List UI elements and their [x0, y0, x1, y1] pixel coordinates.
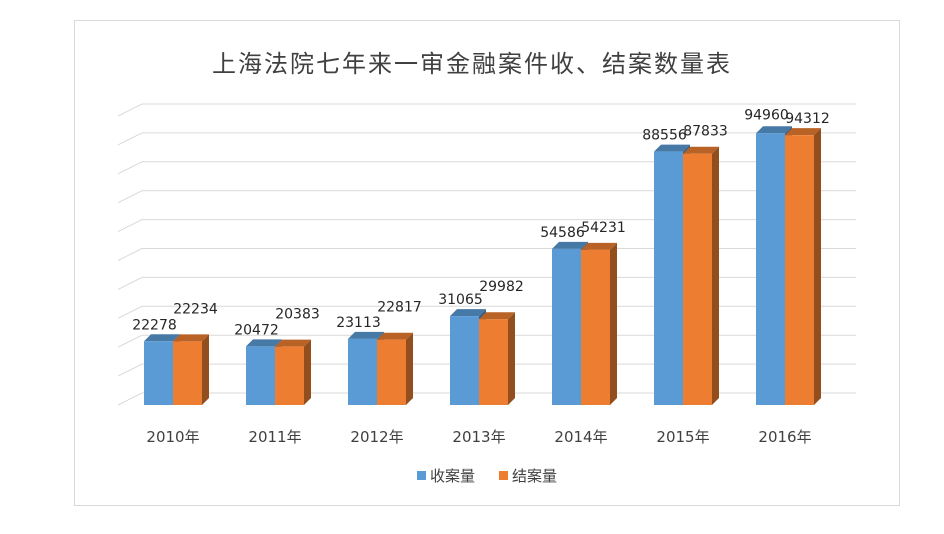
- bars: [144, 126, 821, 406]
- bar: [144, 341, 173, 405]
- bar-top: [173, 334, 209, 342]
- bar-side: [610, 242, 617, 405]
- data-label: 20472: [234, 322, 279, 338]
- gridline-depth: [117, 363, 143, 377]
- bar-top: [246, 339, 282, 347]
- bar-top: [683, 146, 719, 154]
- data-label: 20383: [275, 307, 320, 323]
- legend-swatch: [417, 471, 426, 480]
- gridline-depth: [117, 219, 143, 233]
- legend-label: 收案量: [430, 467, 475, 485]
- bar: [377, 339, 406, 405]
- category-label: 2016年: [758, 428, 811, 446]
- legend: 收案量 结案量: [417, 467, 557, 485]
- bar: [552, 248, 581, 405]
- bar: [683, 153, 712, 405]
- gridline-depth: [117, 276, 143, 290]
- gridline-depth: [117, 190, 143, 204]
- bar: [479, 319, 508, 405]
- gridline-depth: [117, 334, 143, 348]
- data-label: 88556: [642, 128, 687, 144]
- bar-side: [406, 332, 413, 405]
- bar: [654, 151, 683, 405]
- bar-top: [581, 242, 617, 250]
- bar: [348, 338, 377, 405]
- chart-title: 上海法院七年来一审金融案件收、结案数量表: [212, 50, 732, 78]
- category-label: 2012年: [350, 428, 403, 446]
- bar-side: [712, 146, 719, 406]
- category-label: 2014年: [554, 428, 607, 446]
- data-label: 22234: [173, 301, 218, 317]
- category-label: 2015年: [656, 428, 709, 446]
- bar-top: [275, 339, 311, 347]
- bar: [173, 341, 202, 405]
- bar-top: [377, 332, 413, 340]
- data-label: 54586: [540, 225, 585, 241]
- bar-side: [814, 128, 821, 405]
- bar: [246, 346, 275, 405]
- gridline-depth: [117, 305, 143, 319]
- bar-side: [304, 339, 311, 405]
- category-label: 2010年: [146, 428, 199, 446]
- data-label: 22817: [377, 300, 422, 316]
- bar-top: [450, 309, 486, 317]
- gridline-depth: [117, 132, 143, 146]
- bar: [581, 249, 610, 405]
- data-label: 23113: [336, 315, 381, 331]
- bar-top: [785, 128, 821, 136]
- data-label: 31065: [438, 292, 483, 308]
- data-label: 94312: [785, 111, 830, 127]
- category-label: 2011年: [248, 428, 301, 446]
- bar: [756, 133, 785, 405]
- gridline-depth: [117, 248, 143, 261]
- category-labels: 2010年 2011年 2012年 2013年 2014年 2015年 2016年: [146, 428, 811, 446]
- bar-side: [202, 334, 209, 405]
- gridline-depth: [117, 392, 143, 406]
- category-label: 2013年: [452, 428, 505, 446]
- data-label: 22278: [132, 317, 177, 333]
- data-label: 29982: [479, 279, 524, 295]
- bar-top: [144, 334, 180, 342]
- gridline-depth: [117, 103, 143, 117]
- bar: [785, 135, 814, 405]
- bar-top: [756, 126, 792, 134]
- data-label: 54231: [581, 220, 626, 236]
- gridline-depth: [117, 161, 143, 175]
- data-label: 94960: [744, 107, 789, 123]
- gridlines: [117, 103, 856, 406]
- data-label: 87833: [683, 124, 728, 140]
- bar-top: [348, 331, 384, 339]
- bar-top: [654, 144, 690, 152]
- legend-label: 结案量: [512, 467, 557, 485]
- bar-top: [479, 312, 515, 320]
- bar-top: [552, 241, 588, 249]
- bar-side: [508, 312, 515, 405]
- legend-swatch: [499, 471, 508, 480]
- bar: [450, 316, 479, 405]
- bar: [275, 346, 304, 405]
